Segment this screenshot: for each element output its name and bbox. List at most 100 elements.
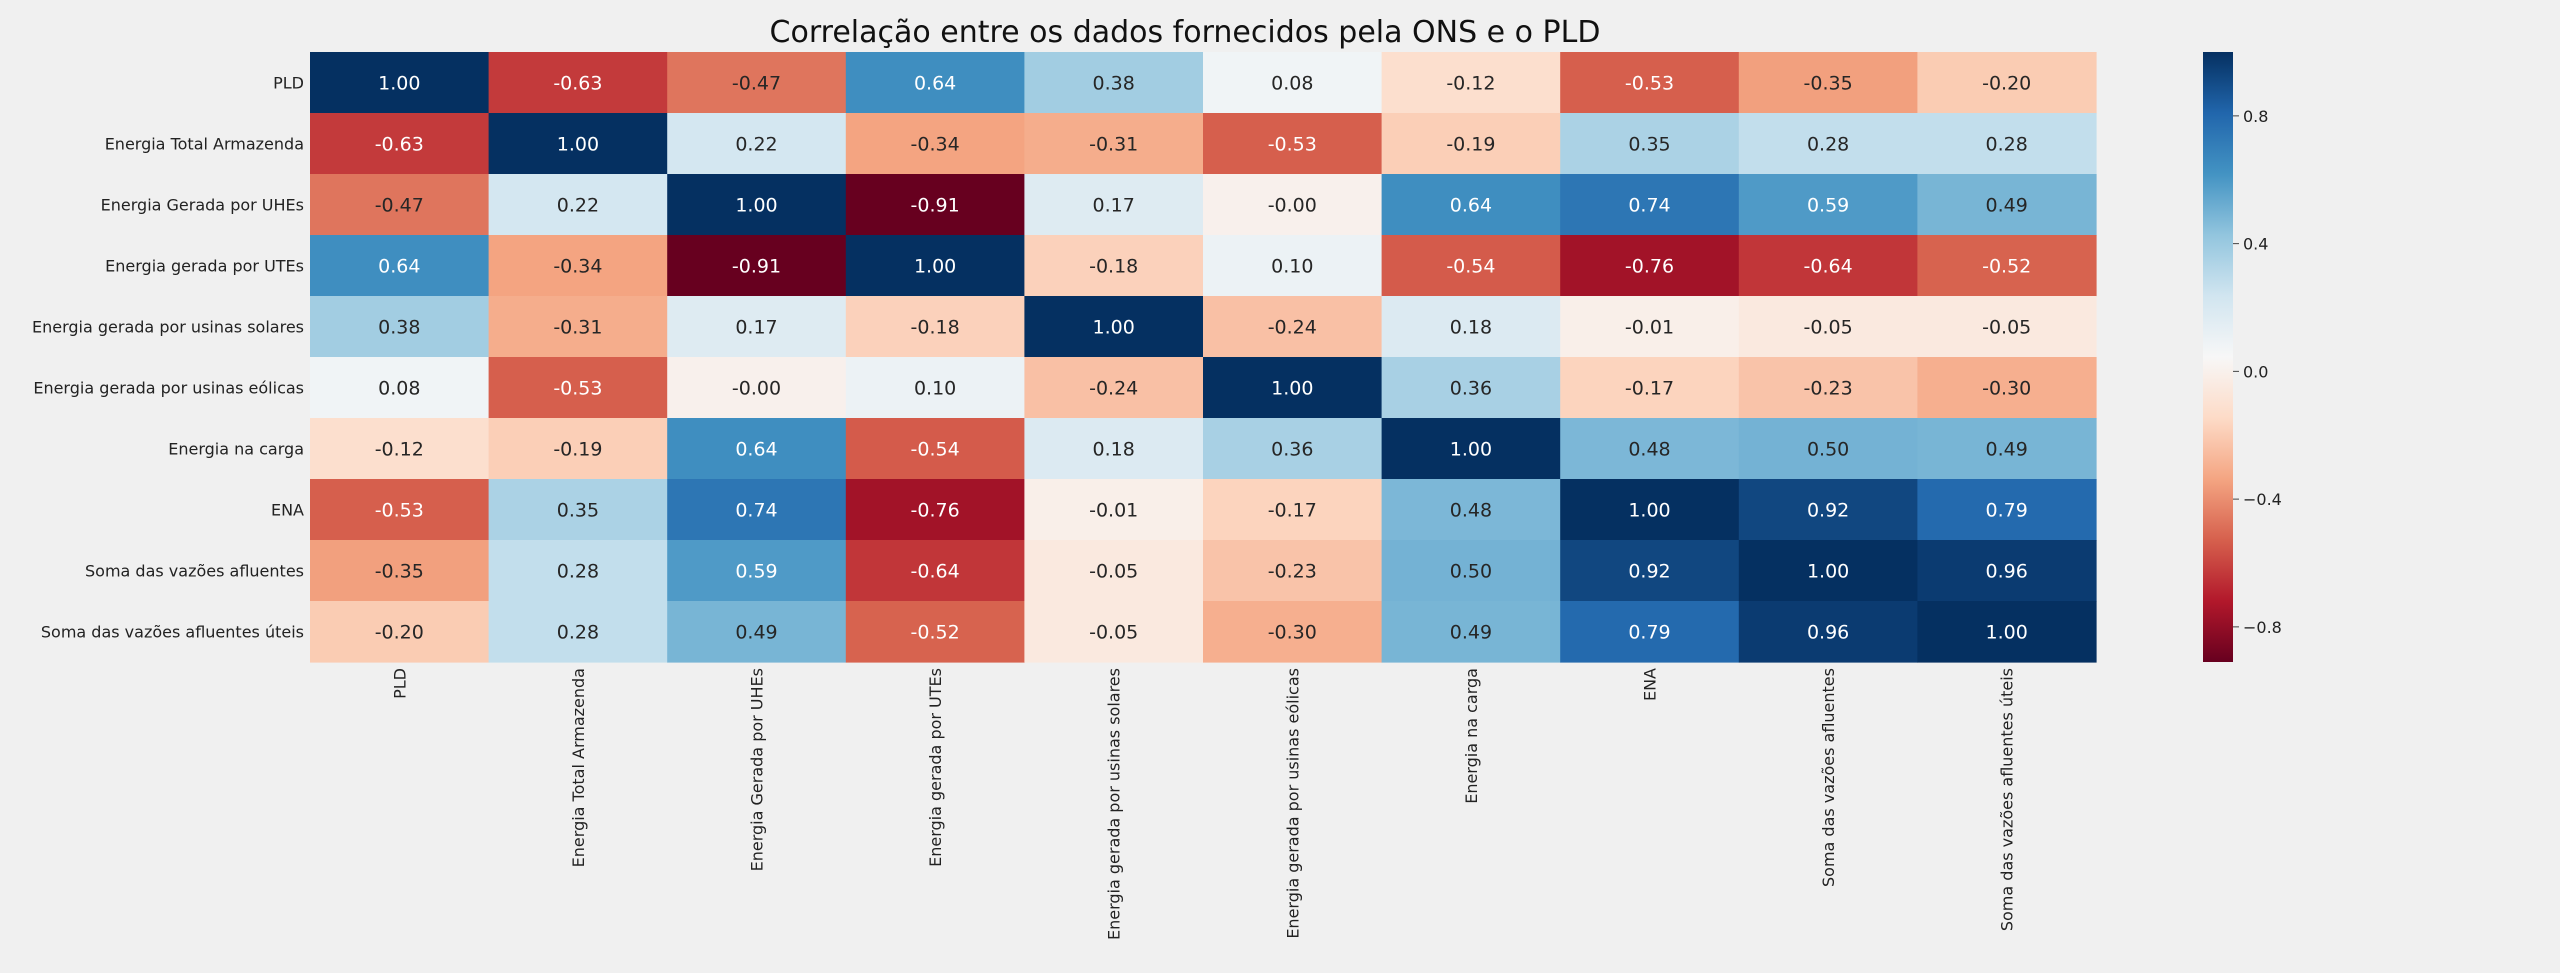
cell-value-label: -0.63 — [553, 73, 602, 95]
heatmap-cell — [310, 418, 490, 480]
heatmap-cell — [1381, 113, 1561, 175]
x-tick-label: Soma das vazões afluentes úteis — [1998, 668, 2017, 931]
cell-value-label: 0.49 — [1986, 439, 2028, 461]
heatmap-cell — [667, 113, 847, 175]
heatmap-cell — [1024, 418, 1204, 480]
colorbar-tick-label: −0.4 — [2243, 490, 2282, 509]
colorbar-gradient — [2203, 52, 2233, 662]
cell-value-label: -0.05 — [1089, 561, 1138, 583]
cell-value-label: -0.23 — [1804, 378, 1853, 400]
x-tick-label: ENA — [1641, 668, 1660, 701]
heatmap-cell — [310, 540, 490, 602]
heatmap-cell — [310, 174, 490, 236]
heatmap-cell — [1738, 113, 1918, 175]
cell-value-label: 0.18 — [1450, 317, 1492, 339]
cell-value-label: -0.19 — [1446, 134, 1495, 156]
cell-value-label: -0.76 — [1625, 256, 1674, 278]
heatmap-cell — [845, 418, 1025, 480]
cell-value-label: 0.28 — [557, 622, 599, 644]
cell-value-label: -0.19 — [553, 439, 602, 461]
heatmap-cell — [488, 540, 668, 602]
cell-value-label: -0.18 — [1089, 256, 1138, 278]
cell-value-label: 0.79 — [1986, 500, 2028, 522]
cell-value-label: 1.00 — [1093, 317, 1135, 339]
colorbar-tick-label: 0.4 — [2243, 235, 2268, 254]
cell-value-label: -0.53 — [1625, 73, 1674, 95]
x-tick-label: Energia na carga — [1462, 668, 1481, 804]
heatmap-cell — [1917, 540, 2097, 602]
cell-value-label: -0.17 — [1268, 500, 1317, 522]
heatmap-cell — [845, 601, 1025, 663]
heatmap-cell — [1917, 52, 2097, 114]
heatmap-cell — [845, 174, 1025, 236]
cell-value-label: -0.47 — [375, 195, 424, 217]
heatmap-cell — [1560, 357, 1740, 419]
cell-value-label: -0.52 — [911, 622, 960, 644]
heatmap-cell — [667, 235, 847, 297]
cell-value-label: 1.00 — [378, 73, 420, 95]
cell-value-label: 0.48 — [1450, 500, 1492, 522]
cell-value-label: -0.54 — [1446, 256, 1495, 278]
cell-value-label: 1.00 — [1271, 378, 1313, 400]
cell-value-label: -0.05 — [1982, 317, 2031, 339]
heatmap-cell — [1381, 52, 1561, 114]
heatmap-cell — [845, 479, 1025, 541]
heatmap-cell — [1738, 174, 1918, 236]
cell-value-label: -0.31 — [1089, 134, 1138, 156]
cell-value-label: 0.38 — [378, 317, 420, 339]
cell-value-label: -0.34 — [553, 256, 602, 278]
heatmap-cell — [488, 113, 668, 175]
heatmap-cell — [1738, 357, 1918, 419]
x-tick-label: PLD — [390, 668, 409, 699]
cell-value-label: 0.28 — [557, 561, 599, 583]
cell-value-label: 0.74 — [1628, 195, 1670, 217]
y-tick-label: PLD — [273, 74, 304, 93]
cell-value-label: 1.00 — [1628, 500, 1670, 522]
cell-value-label: 0.79 — [1628, 622, 1670, 644]
heatmap-cell — [488, 235, 668, 297]
cell-value-label: -0.53 — [553, 378, 602, 400]
cell-value-label: -0.30 — [1982, 378, 2031, 400]
cell-value-label: 0.48 — [1628, 439, 1670, 461]
cell-value-label: 0.64 — [735, 439, 777, 461]
heatmap-cell — [1203, 601, 1383, 663]
heatmap-cell — [667, 357, 847, 419]
cell-value-label: 0.49 — [1986, 195, 2028, 217]
heatmap-cell — [1024, 540, 1204, 602]
heatmap-cell — [1203, 479, 1383, 541]
cell-value-label: 0.10 — [914, 378, 956, 400]
colorbar-tick-label: 0.8 — [2243, 107, 2268, 126]
cell-value-label: -0.91 — [732, 256, 781, 278]
cell-value-label: -0.34 — [911, 134, 960, 156]
cell-value-label: 0.64 — [1450, 195, 1492, 217]
heatmap-cell — [1560, 174, 1740, 236]
cell-value-label: -0.64 — [1804, 256, 1853, 278]
cell-value-label: -0.12 — [1446, 73, 1495, 95]
y-tick-label: Energia gerada por usinas solares — [32, 318, 304, 337]
heatmap-cell — [488, 357, 668, 419]
x-tick-label: Energia gerada por UTEs — [926, 668, 945, 867]
heatmap-cell — [310, 357, 490, 419]
heatmap-cell — [845, 540, 1025, 602]
heatmap-cell — [1560, 113, 1740, 175]
heatmap-cell — [1560, 52, 1740, 114]
colorbar-tick-label: 0.0 — [2243, 362, 2268, 381]
heatmap-cell — [1738, 418, 1918, 480]
y-tick-label: Soma das vazões afluentes — [85, 562, 304, 581]
cell-value-label: 0.38 — [1093, 73, 1135, 95]
y-tick-label: Energia na carga — [168, 440, 304, 459]
cell-value-label: 0.17 — [735, 317, 777, 339]
heatmap-cell — [1024, 296, 1204, 358]
cell-value-label: -0.00 — [732, 378, 781, 400]
cell-value-label: -0.18 — [911, 317, 960, 339]
cell-value-label: 0.35 — [1628, 134, 1670, 156]
heatmap-cell — [1560, 540, 1740, 602]
y-tick-label: Energia Gerada por UHEs — [101, 196, 304, 215]
cell-value-label: -0.20 — [375, 622, 424, 644]
x-tick-label: Energia Total Armazenda — [569, 668, 588, 867]
cell-value-label: -0.01 — [1089, 500, 1138, 522]
heatmap-cell — [1560, 418, 1740, 480]
colorbar-tick-label: −0.8 — [2243, 618, 2282, 637]
heatmap-cell — [1024, 52, 1204, 114]
cell-value-label: -0.52 — [1982, 256, 2031, 278]
